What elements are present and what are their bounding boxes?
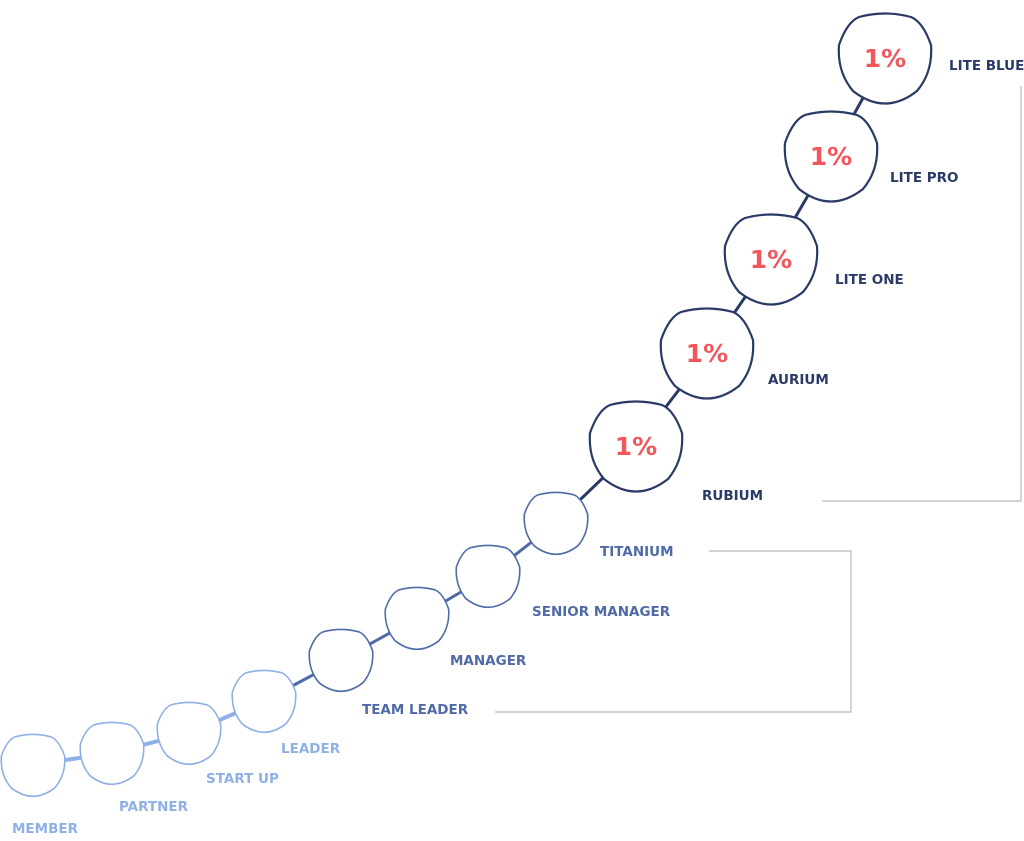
group-brackets [495, 86, 1022, 713]
level-node-manager [384, 586, 450, 651]
level-node-lite-blue [837, 12, 933, 105]
bonus-percent-lite-one: 1% [750, 245, 792, 274]
level-label-lite-one: LITE ONE [835, 272, 904, 288]
bonus-percent-lite-blue: 1% [864, 44, 906, 73]
level-label-start-up: START UP [206, 771, 279, 787]
level-label-senior-manager: SENIOR MANAGER [532, 604, 671, 620]
level-node-titanium [523, 491, 589, 556]
level-node-rubium [588, 400, 684, 493]
level-node-lite-one [723, 213, 819, 306]
level-label-rubium: RUBIUM [702, 488, 763, 504]
level-label-lite-blue: LITE BLUE [949, 58, 1024, 74]
level-label-titanium: TITANIUM [600, 544, 674, 560]
level-node-senior-manager [455, 544, 521, 609]
level-label-partner: PARTNER [119, 799, 189, 815]
level-node-partner [79, 721, 145, 786]
level-node-leader [231, 669, 297, 734]
level-node-start-up [156, 701, 222, 766]
level-node-team-leader [308, 628, 374, 693]
bracket-middle-levels [495, 550, 852, 713]
level-label-lite-pro: LITE PRO [890, 170, 959, 186]
level-label-leader: LEADER [281, 741, 341, 757]
bracket-upper-levels [822, 86, 1022, 502]
level-node-member [0, 733, 66, 798]
level-label-manager: MANAGER [450, 653, 527, 669]
level-label-aurium: AURIUM [768, 372, 829, 388]
level-node-lite-pro [783, 110, 879, 203]
bonus-percent-lite-pro: 1% [810, 142, 852, 171]
bonus-percent-aurium: 1% [686, 339, 728, 368]
bonus-percent-rubium: 1% [615, 432, 657, 461]
level-label-team-leader: TEAM LEADER [362, 702, 469, 718]
level-label-member: MEMBER [12, 821, 79, 837]
level-node-aurium [659, 307, 755, 400]
level-nodes: 1% 1% 1% 1% 1% [0, 12, 933, 798]
